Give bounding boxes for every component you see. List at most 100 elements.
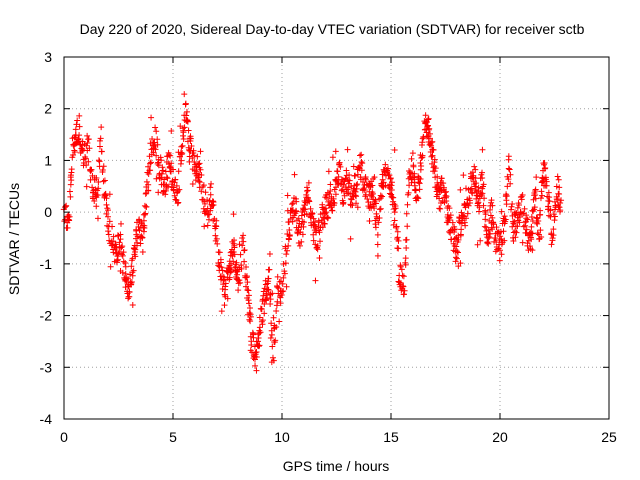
data-point xyxy=(247,313,254,320)
data-point xyxy=(113,243,120,250)
y-tick-label: 2 xyxy=(44,101,52,117)
data-point xyxy=(557,200,564,207)
x-tick-label: 25 xyxy=(601,429,617,445)
data-point xyxy=(139,249,146,255)
data-point xyxy=(231,251,238,258)
data-point xyxy=(422,112,429,119)
data-point xyxy=(235,287,242,294)
data-point xyxy=(183,108,190,115)
data-point xyxy=(402,255,409,262)
data-point xyxy=(145,171,152,178)
data-point xyxy=(477,237,484,244)
data-point xyxy=(388,179,395,186)
data-point xyxy=(189,181,196,188)
data-point xyxy=(119,243,126,250)
data-point xyxy=(307,205,314,212)
data-point xyxy=(76,112,83,119)
data-point xyxy=(100,163,107,170)
data-point xyxy=(200,182,207,189)
data-point xyxy=(455,263,462,270)
data-point xyxy=(237,279,244,286)
data-point xyxy=(197,148,204,155)
data-point xyxy=(201,223,208,230)
data-point xyxy=(430,146,437,153)
data-point xyxy=(463,215,470,222)
data-point xyxy=(288,201,295,208)
data-point xyxy=(325,168,332,175)
data-point xyxy=(322,205,329,212)
data-point xyxy=(181,91,188,98)
data-point xyxy=(382,172,389,179)
data-point xyxy=(239,242,246,249)
data-point xyxy=(426,135,433,142)
data-point xyxy=(338,180,345,187)
data-point xyxy=(70,152,77,159)
data-point xyxy=(221,302,228,309)
data-point xyxy=(346,172,353,179)
data-point xyxy=(451,226,458,233)
data-point xyxy=(401,291,407,298)
data-point xyxy=(387,175,394,182)
data-point xyxy=(218,264,225,271)
data-point xyxy=(457,186,464,193)
data-point xyxy=(167,152,174,159)
data-point xyxy=(523,215,530,222)
data-point xyxy=(497,247,504,254)
data-point xyxy=(516,213,523,220)
data-point xyxy=(198,171,205,178)
data-point xyxy=(534,220,541,227)
data-point xyxy=(510,238,517,245)
data-point xyxy=(317,238,324,245)
data-point xyxy=(480,181,487,188)
data-point xyxy=(548,241,555,248)
y-tick-label: 0 xyxy=(44,204,52,220)
data-point xyxy=(269,290,276,297)
data-point xyxy=(371,174,378,181)
data-point xyxy=(76,132,83,139)
data-point xyxy=(122,263,129,270)
data-point xyxy=(428,142,435,149)
data-point xyxy=(283,283,290,290)
data-point xyxy=(110,238,117,245)
data-point xyxy=(213,223,220,230)
data-point xyxy=(120,258,127,265)
data-point xyxy=(323,214,330,221)
data-point xyxy=(196,179,203,186)
data-point xyxy=(503,193,510,200)
data-point xyxy=(300,219,307,226)
data-point xyxy=(556,184,563,191)
data-point xyxy=(258,306,265,313)
data-point xyxy=(447,212,454,219)
data-point xyxy=(431,168,438,175)
data-point xyxy=(339,201,346,208)
data-point xyxy=(509,200,516,207)
data-point xyxy=(141,202,148,209)
data-point xyxy=(241,258,248,265)
data-point xyxy=(222,280,229,287)
data-point xyxy=(415,179,422,186)
data-point xyxy=(366,218,373,225)
data-point xyxy=(185,127,192,134)
data-point xyxy=(485,235,492,242)
data-point xyxy=(83,142,90,149)
data-point xyxy=(83,183,90,190)
data-point xyxy=(554,196,561,203)
data-point xyxy=(542,174,549,181)
data-point xyxy=(224,295,231,302)
data-point xyxy=(233,259,240,266)
data-point xyxy=(409,150,416,157)
data-point xyxy=(235,280,242,287)
data-point xyxy=(398,266,405,273)
data-point xyxy=(376,215,383,222)
data-point xyxy=(558,197,565,204)
data-point xyxy=(557,207,564,214)
data-point xyxy=(191,152,198,159)
data-point xyxy=(172,196,179,203)
data-point xyxy=(425,116,432,123)
data-point xyxy=(158,170,165,177)
data-point xyxy=(124,275,131,282)
data-point xyxy=(219,267,226,274)
data-point xyxy=(141,225,148,232)
data-point xyxy=(479,169,486,176)
data-point xyxy=(122,270,129,277)
